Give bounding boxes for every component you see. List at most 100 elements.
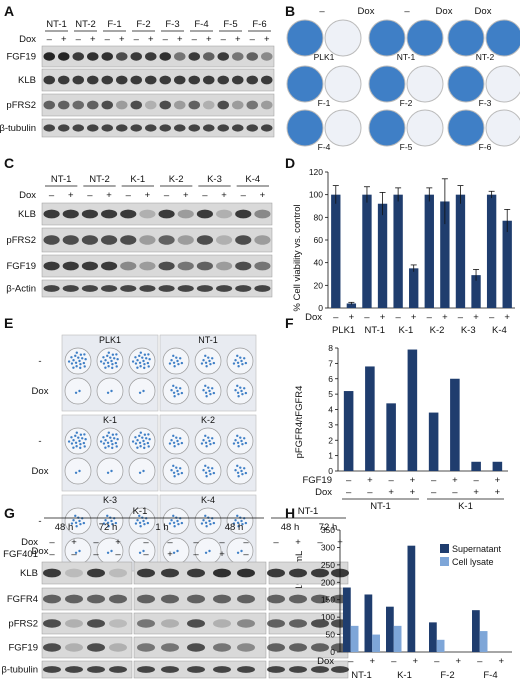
h-dox-sign: + bbox=[498, 656, 504, 667]
d-bar bbox=[409, 268, 419, 308]
b-well-control bbox=[286, 109, 324, 147]
e-colony bbox=[74, 441, 78, 444]
g-band bbox=[311, 643, 329, 652]
e-minus-label: - bbox=[38, 516, 41, 527]
e-colony bbox=[78, 439, 81, 443]
g-band bbox=[187, 643, 205, 652]
e-colony bbox=[168, 362, 172, 365]
f-dox-label: Dox bbox=[315, 487, 332, 498]
a-band bbox=[246, 52, 258, 61]
e-colony bbox=[106, 521, 110, 524]
c-band bbox=[177, 235, 194, 245]
a-dox-sign: – bbox=[76, 34, 82, 45]
c-band bbox=[139, 261, 156, 271]
e-colony bbox=[170, 359, 173, 362]
e-colony bbox=[211, 467, 214, 470]
e-colony bbox=[202, 469, 205, 472]
a-band bbox=[72, 100, 84, 110]
e-colony bbox=[204, 391, 208, 394]
f-fgf-sign: + bbox=[495, 475, 501, 486]
c-band bbox=[43, 285, 60, 292]
c-band bbox=[177, 209, 194, 219]
b-well-control bbox=[368, 65, 406, 103]
g-band bbox=[213, 619, 231, 628]
c-dox-sign: + bbox=[68, 190, 74, 201]
e-well bbox=[128, 377, 156, 405]
g-band bbox=[137, 594, 155, 604]
e-colony bbox=[212, 471, 216, 475]
d-dox-sign: + bbox=[504, 312, 510, 323]
e-colony bbox=[237, 365, 240, 368]
e-colony bbox=[74, 551, 78, 554]
e-colony bbox=[211, 387, 214, 390]
f-y-tick-label: 7 bbox=[328, 358, 333, 368]
g-band bbox=[267, 568, 285, 578]
d-bar bbox=[346, 303, 357, 308]
e-dox-label: Dox bbox=[32, 466, 49, 477]
e-colony bbox=[111, 522, 114, 526]
e-colony bbox=[172, 514, 175, 518]
e-colony bbox=[176, 439, 179, 443]
c-band bbox=[101, 209, 118, 219]
e-colony bbox=[240, 389, 243, 393]
e-well bbox=[226, 457, 254, 485]
h-dox-label: Dox bbox=[317, 656, 334, 667]
e-colony bbox=[104, 446, 107, 449]
c-band bbox=[139, 209, 156, 219]
h-bar-lysate bbox=[350, 625, 359, 652]
e-colony bbox=[177, 392, 180, 396]
a-dox-sign: + bbox=[235, 34, 241, 45]
g-band bbox=[213, 643, 231, 652]
e-colony bbox=[180, 361, 184, 365]
f-dox-sign: + bbox=[388, 487, 394, 498]
d-group-label: K-4 bbox=[492, 325, 507, 336]
e-colony bbox=[138, 441, 142, 444]
e-colony bbox=[236, 464, 239, 468]
e-colony bbox=[239, 466, 242, 469]
e-colony bbox=[180, 521, 184, 525]
a-dox-sign: – bbox=[134, 34, 140, 45]
e-colony bbox=[179, 467, 182, 470]
g-fgf-sign: – bbox=[49, 549, 55, 560]
b-dox-label: Dox bbox=[358, 6, 375, 17]
a-dox-sign: + bbox=[177, 34, 183, 45]
g-time-label: 48 h bbox=[55, 522, 74, 533]
b-well-control bbox=[447, 65, 485, 103]
c-band bbox=[196, 261, 214, 271]
h-dox-sign: + bbox=[412, 656, 418, 667]
e-colony bbox=[204, 361, 208, 364]
b-well-label: F-3 bbox=[479, 98, 492, 108]
a-band bbox=[174, 52, 186, 61]
a-band bbox=[58, 75, 70, 85]
e-colony bbox=[77, 436, 80, 439]
c-band bbox=[81, 261, 98, 271]
e-well bbox=[226, 537, 254, 565]
g-fgf-sign: – bbox=[115, 549, 121, 560]
c-band bbox=[81, 285, 98, 292]
e-colony bbox=[78, 549, 81, 553]
g-blot-label: β-tubulin bbox=[1, 665, 38, 676]
e-well bbox=[226, 347, 254, 375]
f-y-tick-label: 0 bbox=[328, 466, 333, 476]
e-colony bbox=[138, 361, 142, 364]
e-colony bbox=[211, 437, 214, 440]
g-band bbox=[289, 643, 307, 652]
d-bar bbox=[455, 194, 466, 308]
e-colony bbox=[139, 365, 142, 368]
f-group-label: K-1 bbox=[458, 501, 473, 512]
g-band bbox=[267, 643, 285, 652]
e-colony bbox=[236, 471, 240, 474]
e-colony bbox=[106, 441, 110, 444]
e-colony bbox=[180, 441, 184, 445]
c-band bbox=[101, 235, 118, 245]
a-band bbox=[261, 75, 273, 85]
d-y-tick-label: 60 bbox=[314, 235, 324, 245]
c-band bbox=[62, 285, 79, 292]
c-dox-sign: – bbox=[164, 190, 170, 201]
e-colony bbox=[244, 471, 248, 475]
e-colony bbox=[83, 433, 86, 436]
e-colony bbox=[208, 549, 211, 553]
e-colony bbox=[237, 445, 240, 448]
f-bar bbox=[365, 366, 375, 471]
e-well bbox=[64, 507, 92, 535]
